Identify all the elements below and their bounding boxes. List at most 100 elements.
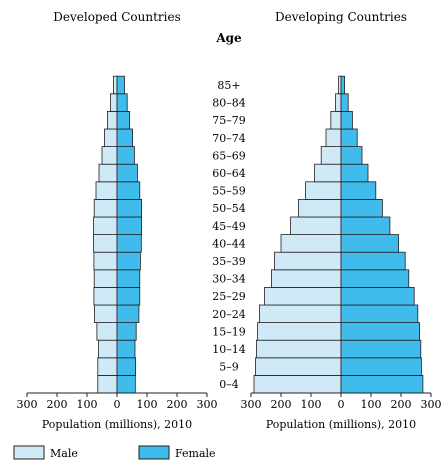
developed-male-bar — [93, 216, 118, 236]
developed-x-tick-label: 100 — [137, 398, 158, 411]
developing-female-bar — [340, 216, 391, 236]
developing-male-bar — [255, 339, 342, 359]
developing-male-bar — [305, 181, 342, 200]
developed-male-bar — [107, 111, 118, 130]
developed-male-bar — [95, 181, 118, 200]
developed-x-tick-label: 200 — [47, 398, 68, 411]
developed-bars — [93, 75, 143, 394]
age-group-label: 25–29 — [212, 290, 246, 303]
developed-female-bar — [116, 234, 142, 253]
age-axis-title: Age — [215, 31, 242, 45]
developed-male-bar — [96, 322, 118, 341]
developed-male-bar — [110, 93, 118, 112]
developing-male-bar — [255, 357, 342, 376]
developed-female-bar — [116, 93, 128, 112]
x-axis-label-developed: Population (millions), 2010 — [42, 418, 192, 431]
developed-female-bar — [116, 163, 138, 183]
developing-male-bar — [264, 286, 342, 306]
developed-female-bar — [116, 181, 141, 200]
developed-female-bar — [116, 339, 136, 359]
developing-x-tick-label: 0 — [338, 398, 345, 411]
developing-x-tick-label: 200 — [391, 398, 412, 411]
developed-male-bar — [93, 234, 118, 253]
developing-female-bar — [340, 234, 399, 253]
developing-female-bar — [340, 357, 422, 376]
developing-female-bar — [340, 163, 369, 183]
age-group-label: 0–4 — [219, 378, 239, 391]
developed-female-bar — [116, 216, 143, 236]
developed-female-bar — [116, 75, 125, 95]
developed-female-bar — [116, 304, 140, 324]
developing-female-bar — [340, 198, 383, 218]
age-group-label: 55–59 — [212, 185, 246, 198]
legend-swatch-male — [13, 445, 45, 460]
developed-female-bar — [116, 357, 137, 376]
developing-female-bar — [340, 304, 419, 324]
developing-female-bar — [340, 322, 420, 341]
legend-label-male: Male — [50, 447, 78, 460]
age-group-label: 40–44 — [212, 237, 246, 250]
developing-x-tick-label: 100 — [361, 398, 382, 411]
developed-male-bar — [93, 269, 118, 288]
age-group-label: 50–54 — [212, 202, 246, 215]
age-group-labels: 0–4 5–9 10–14 15–19 20–24 25–29 30–34 35–39 40–4… — [212, 79, 246, 391]
age-group-label: 45–49 — [212, 220, 246, 233]
age-group-label: 65–69 — [212, 149, 246, 162]
developed-male-bar — [97, 357, 118, 376]
developed-female-bar — [116, 269, 141, 288]
developed-female-bar — [116, 198, 143, 218]
age-group-label: 80–84 — [212, 97, 246, 110]
developing-bars — [253, 75, 424, 394]
developed-x-tick-label: 0 — [114, 398, 121, 411]
developed-x-tick-label: 300 — [197, 398, 218, 411]
developing-male-bar — [258, 304, 342, 324]
developed-male-bar — [93, 198, 118, 218]
age-group-label: 5–9 — [219, 361, 239, 374]
developing-female-bar — [340, 339, 422, 359]
age-group-label: 20–24 — [212, 308, 246, 321]
panel-title-developed: Developed Countries — [53, 10, 180, 24]
developing-male-bar — [335, 93, 342, 112]
age-group-label: 30–34 — [212, 273, 246, 286]
developed-female-bar — [116, 128, 134, 148]
developing-female-bar — [340, 286, 415, 306]
developing-male-bar — [253, 374, 342, 394]
developed-male-bar — [104, 128, 118, 148]
developed-female-bar — [116, 251, 141, 271]
developing-male-bar — [314, 163, 342, 183]
developing-female-bar — [340, 146, 363, 165]
legend-swatch-female — [138, 445, 170, 460]
x-axis-label-developing: Population (millions), 2010 — [266, 418, 416, 431]
developing-female-bar — [340, 128, 358, 148]
developed-male-bar — [97, 374, 118, 394]
developed-male-bar — [94, 304, 118, 324]
age-group-label: 15–19 — [212, 325, 246, 338]
developed-female-bar — [116, 374, 136, 394]
developed-male-bar — [98, 339, 118, 359]
developing-female-bar — [340, 181, 377, 200]
developing-x-tick-label: 100 — [301, 398, 322, 411]
developed-male-bar — [113, 75, 118, 95]
developed-male-bar — [98, 163, 118, 183]
developed-female-bar — [116, 322, 137, 341]
developed-male-bar — [93, 251, 118, 271]
developing-male-bar — [270, 269, 342, 288]
developing-female-bar — [340, 111, 353, 130]
developing-male-bar — [320, 146, 342, 165]
age-group-label: 85+ — [217, 79, 240, 92]
developing-x-tick-label: 300 — [421, 398, 442, 411]
legend-label-female: Female — [175, 447, 216, 460]
developing-male-bar — [290, 216, 342, 236]
developed-female-bar — [116, 146, 135, 165]
developing-male-bar — [273, 251, 342, 271]
developing-male-bar — [325, 128, 342, 148]
developing-female-bar — [340, 251, 406, 271]
developing-male-bar — [297, 198, 342, 218]
x-axes: 300 200 100 0 100 200 300 300 200 100 0 100 200 300 — [17, 392, 442, 411]
age-group-label: 10–14 — [212, 343, 246, 356]
developed-female-bar — [116, 286, 141, 306]
developing-male-bar — [280, 234, 342, 253]
developed-x-tick-label: 100 — [77, 398, 98, 411]
developing-x-tick-label: 300 — [241, 398, 262, 411]
